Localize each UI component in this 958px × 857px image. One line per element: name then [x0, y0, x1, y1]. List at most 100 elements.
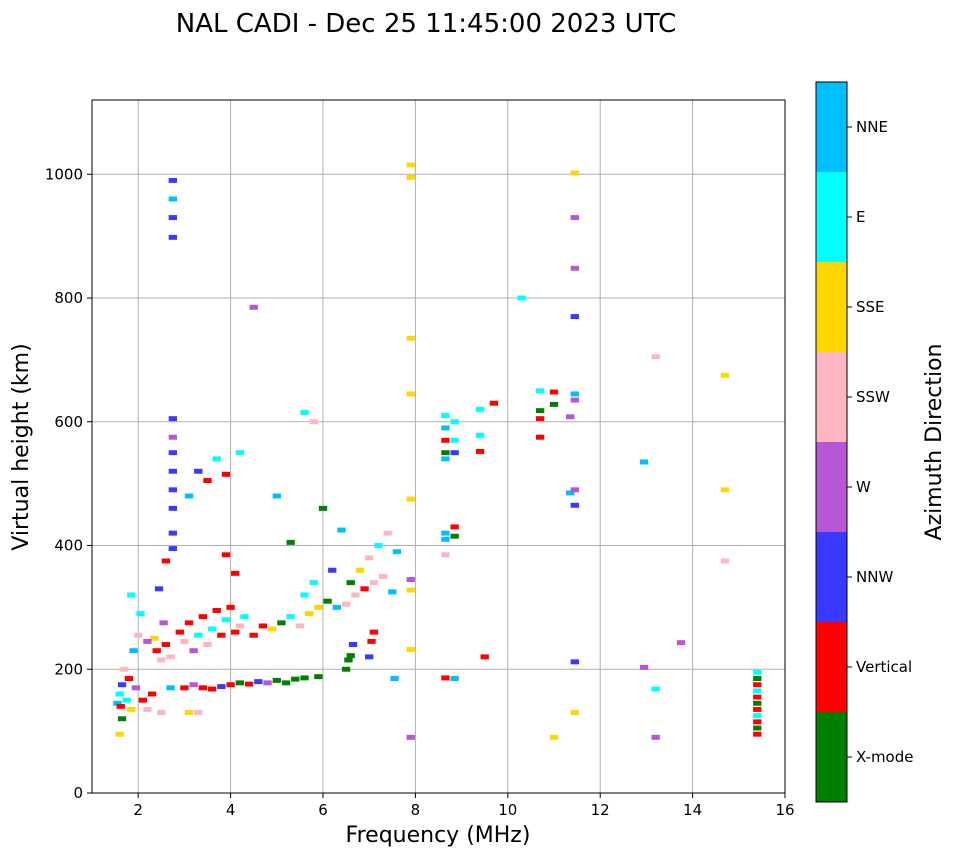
- data-point: [115, 691, 124, 697]
- colorbar-segment: [816, 82, 847, 172]
- colorbar: X-mode Vertical NNW W SSW SSE E NNE: [815, 81, 913, 803]
- data-point: [194, 632, 203, 638]
- data-point: [323, 598, 332, 604]
- data-point: [753, 676, 762, 682]
- data-point: [166, 654, 175, 660]
- data-point: [120, 666, 129, 672]
- x-tick-label: 2: [133, 801, 143, 819]
- data-point: [651, 686, 660, 692]
- chart-title: NAL CADI - Dec 25 11:45:00 2023 UTC: [176, 9, 676, 39]
- data-point: [720, 487, 730, 493]
- x-tick-label: 6: [318, 801, 328, 819]
- colorbar-tick-label: X-mode: [856, 748, 913, 766]
- data-point: [441, 450, 450, 456]
- data-point: [383, 530, 392, 536]
- data-point: [207, 686, 217, 692]
- data-point: [406, 174, 415, 180]
- data-point: [226, 682, 235, 688]
- data-point: [480, 654, 489, 660]
- x-tick-label: 4: [226, 801, 236, 819]
- data-point: [309, 580, 318, 586]
- data-point: [441, 530, 450, 536]
- data-point: [441, 536, 450, 542]
- data-point: [753, 731, 762, 737]
- data-point: [348, 642, 358, 647]
- data-point: [566, 414, 575, 420]
- data-point: [318, 505, 328, 511]
- data-point: [194, 468, 203, 474]
- data-point: [344, 657, 353, 663]
- data-point: [295, 623, 305, 629]
- data-point: [127, 706, 136, 712]
- data-point: [720, 558, 730, 564]
- data-point: [570, 215, 579, 221]
- data-point: [117, 716, 127, 722]
- data-point: [168, 177, 178, 183]
- data-point: [535, 416, 545, 422]
- colorbar-tick-label: NNE: [856, 118, 888, 136]
- data-point: [332, 604, 342, 610]
- data-point: [475, 432, 485, 438]
- data-point: [258, 623, 268, 629]
- colorbar-segment: [816, 622, 847, 712]
- data-point: [570, 265, 579, 271]
- data-point: [138, 697, 147, 703]
- data-point: [116, 703, 125, 709]
- data-point: [753, 706, 762, 712]
- data-point: [300, 675, 309, 681]
- y-tick-label: 0: [73, 784, 83, 802]
- data-point: [157, 657, 166, 663]
- data-point: [367, 638, 376, 644]
- data-point: [272, 493, 281, 499]
- data-point: [570, 659, 579, 665]
- colorbar-segment: [816, 532, 847, 622]
- data-point: [249, 632, 258, 638]
- data-point: [235, 450, 244, 456]
- x-tick-label: 8: [411, 801, 421, 819]
- data-point: [406, 496, 415, 502]
- grid: [92, 100, 786, 794]
- data-point: [390, 676, 399, 682]
- data-point: [753, 669, 762, 675]
- colorbar-tick-label: Vertical: [856, 658, 912, 676]
- data-point: [570, 710, 579, 716]
- data-point: [535, 388, 545, 394]
- data-point: [337, 527, 346, 533]
- data-point: [570, 487, 579, 493]
- data-point: [341, 601, 351, 607]
- data-point: [365, 555, 374, 561]
- data-point: [268, 626, 277, 632]
- plot-frame: [91, 99, 786, 794]
- data-point: [651, 354, 660, 360]
- data-point: [406, 577, 415, 583]
- data-point: [450, 676, 459, 682]
- data-point: [753, 688, 762, 694]
- data-point: [300, 409, 309, 415]
- data-point: [341, 666, 351, 672]
- data-point: [406, 162, 415, 168]
- colorbar-tick-label: NNW: [856, 568, 893, 586]
- data-point: [124, 676, 134, 682]
- data-point: [304, 611, 314, 617]
- data-point: [184, 710, 194, 716]
- data-point: [189, 682, 198, 688]
- data-point: [360, 586, 369, 592]
- data-point: [129, 648, 138, 654]
- data-point: [168, 468, 178, 474]
- data-point: [143, 706, 152, 712]
- data-point: [161, 558, 171, 564]
- data-point: [184, 620, 194, 626]
- data-point: [441, 456, 450, 462]
- data-point: [535, 434, 545, 440]
- y-tick-label: 200: [54, 660, 83, 678]
- data-point: [441, 437, 450, 443]
- data-point: [122, 697, 131, 703]
- data-point: [549, 389, 559, 395]
- data-point: [117, 682, 127, 688]
- y-tick-label: 400: [54, 537, 83, 555]
- data-point: [263, 680, 272, 686]
- data-point: [154, 586, 164, 592]
- x-tick-label: 16: [775, 801, 794, 819]
- data-point: [147, 691, 157, 697]
